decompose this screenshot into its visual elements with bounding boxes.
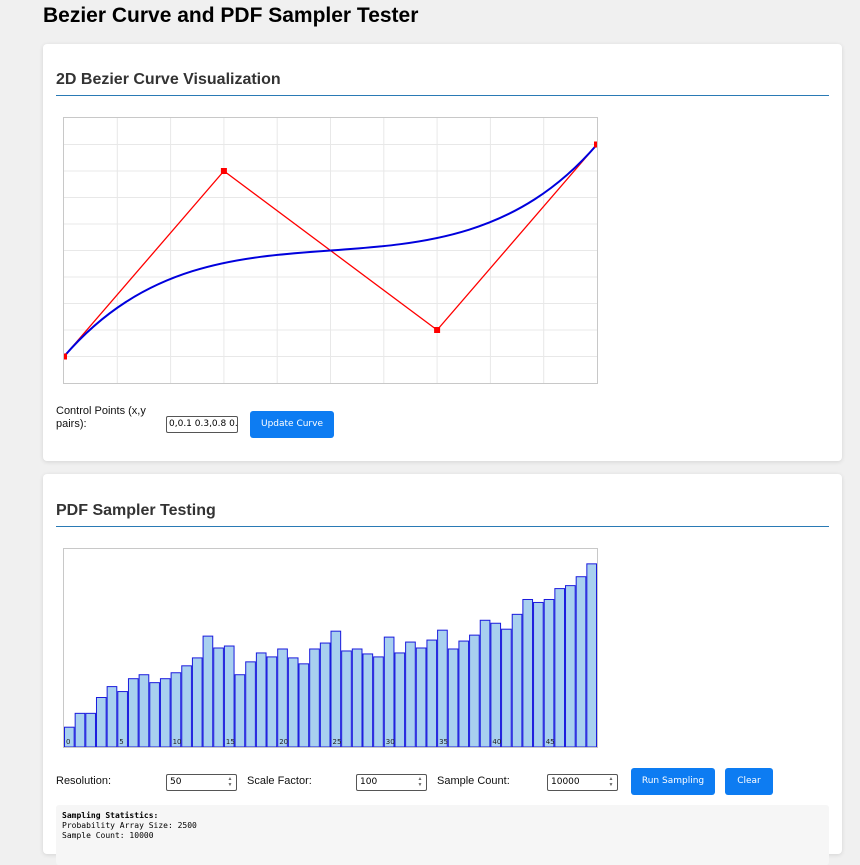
spinner-arrows-icon[interactable]: ▲ ▼ bbox=[417, 776, 423, 788]
histogram-bar bbox=[479, 619, 491, 747]
sample-count-label: Sample Count: bbox=[437, 775, 510, 787]
histogram-bar bbox=[191, 657, 203, 747]
histogram-bar bbox=[522, 598, 534, 747]
stats-array-size: Probability Array Size: 2500 bbox=[62, 821, 197, 830]
histogram-bar bbox=[213, 647, 224, 747]
histogram-bar bbox=[202, 635, 214, 747]
scale-factor-label: Scale Factor: bbox=[247, 775, 312, 787]
resolution-value: 50 bbox=[170, 777, 182, 787]
histogram-tick-label: 40 bbox=[492, 738, 501, 746]
histogram-bar bbox=[170, 672, 182, 747]
histogram-tick-label: 20 bbox=[279, 738, 288, 746]
histogram-bar bbox=[565, 585, 576, 747]
clear-button[interactable]: Clear bbox=[725, 768, 773, 795]
histogram-bar bbox=[437, 629, 448, 747]
histogram-bar bbox=[330, 630, 342, 747]
resolution-input[interactable]: 50 ▲ ▼ bbox=[166, 774, 237, 791]
histogram-bar bbox=[245, 661, 256, 747]
scale-factor-input[interactable]: 100 ▲ ▼ bbox=[356, 774, 427, 791]
histogram-bar bbox=[351, 648, 363, 747]
update-curve-button[interactable]: Update Curve bbox=[250, 411, 334, 438]
histogram-bar bbox=[447, 648, 459, 747]
histogram-tick-label: 30 bbox=[386, 738, 395, 746]
bezier-canvas[interactable] bbox=[63, 117, 598, 384]
histogram-bar bbox=[575, 576, 587, 747]
histogram-bar bbox=[309, 648, 320, 747]
histogram-bar bbox=[469, 634, 480, 747]
histogram-bar bbox=[405, 641, 416, 747]
histogram-bar bbox=[149, 682, 160, 747]
histogram-bar bbox=[383, 636, 395, 747]
histogram-bar bbox=[106, 686, 118, 747]
spinner-arrows-icon[interactable]: ▲ ▼ bbox=[227, 776, 233, 788]
histogram-bar bbox=[394, 652, 406, 747]
bezier-grid bbox=[64, 118, 597, 383]
histogram-bar bbox=[181, 665, 192, 747]
control-points-input[interactable]: 0,0.1 0.3,0.8 0.7, bbox=[166, 416, 238, 433]
histogram-tick-label: 10 bbox=[173, 738, 182, 746]
control-points-label: Control Points (x,y pairs): bbox=[56, 405, 146, 430]
bezier-plot bbox=[64, 118, 597, 383]
stats-sample-count: Sample Count: 10000 bbox=[62, 831, 154, 840]
stats-heading: Sampling Statistics: bbox=[62, 811, 159, 820]
histogram-bar bbox=[415, 647, 427, 747]
histogram-tick-label: 35 bbox=[439, 738, 448, 746]
histogram-bar bbox=[373, 656, 384, 747]
sample-count-value: 10000 bbox=[551, 777, 580, 787]
histogram-bar bbox=[319, 642, 331, 747]
histogram-bar bbox=[277, 648, 288, 747]
control-point-marker bbox=[434, 327, 441, 333]
histogram-bar bbox=[287, 657, 299, 747]
page-title: Bezier Curve and PDF Sampler Tester bbox=[43, 4, 419, 27]
histogram-tick-label: 15 bbox=[226, 738, 235, 746]
histogram-bar bbox=[95, 697, 107, 747]
histogram-bar bbox=[74, 712, 86, 747]
resolution-label: Resolution: bbox=[56, 775, 112, 787]
histogram-bar bbox=[341, 650, 352, 747]
control-point-marker bbox=[220, 168, 227, 174]
run-sampling-button[interactable]: Run Sampling bbox=[631, 768, 715, 795]
histogram-canvas[interactable]: 0 5 10 15 20 25 30 35 40 45 bbox=[63, 548, 598, 748]
histogram-bar bbox=[458, 640, 470, 747]
histogram-bar bbox=[511, 613, 523, 747]
control-points bbox=[64, 141, 597, 360]
histogram-bar bbox=[298, 663, 310, 747]
bezier-title-rule bbox=[56, 95, 829, 96]
bezier-section-title: 2D Bezier Curve Visualization bbox=[56, 71, 281, 88]
sampler-title-rule bbox=[56, 526, 829, 527]
histogram-bar bbox=[223, 645, 235, 747]
histogram-bar bbox=[138, 674, 150, 747]
histogram-bar bbox=[255, 652, 267, 747]
histogram-tick-label: 0 bbox=[66, 738, 70, 746]
histogram-bar bbox=[490, 622, 502, 747]
histogram-bar bbox=[554, 588, 566, 747]
histogram-bars bbox=[64, 563, 597, 747]
histogram-bar bbox=[266, 656, 278, 747]
histogram-bar bbox=[533, 601, 544, 747]
scale-factor-value: 100 bbox=[360, 777, 378, 787]
histogram-tick-label: 45 bbox=[546, 738, 555, 746]
sample-count-input[interactable]: 10000 ▲ ▼ bbox=[547, 774, 618, 791]
histogram-bar bbox=[85, 712, 96, 747]
spinner-arrows-icon[interactable]: ▲ ▼ bbox=[608, 776, 614, 788]
sampler-section-title: PDF Sampler Testing bbox=[56, 502, 216, 519]
control-point-marker bbox=[64, 353, 67, 360]
histogram-bar bbox=[159, 678, 171, 747]
bezier-curve bbox=[64, 143, 597, 358]
histogram-bar bbox=[362, 653, 374, 747]
histogram-bar bbox=[127, 678, 139, 747]
control-point-marker bbox=[594, 141, 597, 148]
histogram-bar bbox=[234, 674, 246, 747]
histogram-bar bbox=[586, 563, 597, 747]
sampling-statistics: Sampling Statistics: Probability Array Si… bbox=[56, 805, 829, 865]
bezier-panel: 2D Bezier Curve Visualization Control Po… bbox=[43, 44, 842, 461]
histogram-bar bbox=[543, 598, 555, 747]
histogram-bar bbox=[426, 639, 438, 747]
histogram-tick-label: 5 bbox=[119, 738, 123, 746]
histogram-tick-labels: 0 5 10 15 20 25 30 35 40 45 bbox=[66, 738, 555, 746]
histogram-bar bbox=[501, 628, 512, 747]
sampler-panel: PDF Sampler Testing 0 5 10 15 20 25 30 35 40 45 R… bbox=[43, 474, 842, 865]
histogram-tick-label: 25 bbox=[333, 738, 342, 746]
histogram-plot: 0 5 10 15 20 25 30 35 40 45 bbox=[64, 563, 597, 747]
